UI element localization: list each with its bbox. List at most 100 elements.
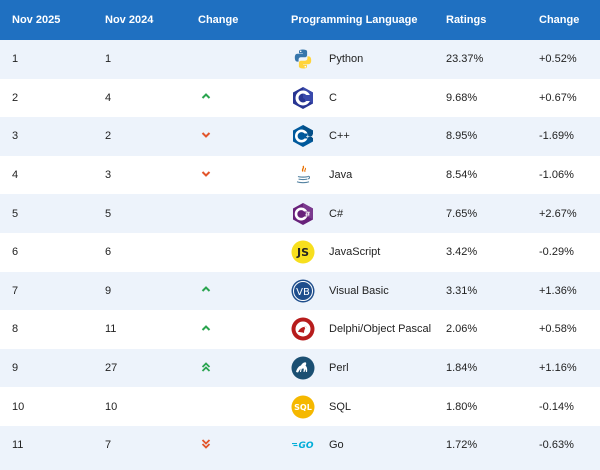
rating-change-value: +0.58% (539, 323, 577, 336)
svg-text:++: ++ (306, 134, 316, 140)
javascript-logo-icon: JS (291, 240, 315, 264)
rank-2025: 3 (12, 130, 19, 143)
rating-change-value: -1.69% (539, 130, 574, 143)
header-nov-2025[interactable]: Nov 2025 (12, 14, 61, 26)
header-rating-change[interactable]: Change (539, 14, 580, 26)
language-name: Java (329, 169, 353, 182)
rank-change (198, 272, 291, 311)
table-row: 4 3 Java 8.54% -1.06% (0, 156, 600, 195)
language-name: C (329, 91, 337, 104)
table-row: 11 7 GO Go 1.72% -0.63% (0, 425, 600, 465)
table-row: 5 5 # C# 7.65% +2.67% (0, 194, 600, 233)
python-logo-icon (291, 47, 315, 71)
rating-change-value: +0.52% (539, 53, 577, 66)
language-name: Visual Basic (329, 284, 389, 297)
table-row: 1 1 Python 23.37% +0.52% (0, 40, 600, 79)
double-arrow-up-icon (198, 361, 213, 377)
rank-2024: 27 (105, 362, 118, 375)
language-cell: ++ C++ (291, 117, 446, 156)
language-name: Python (329, 53, 364, 66)
language-name: Perl (329, 362, 349, 375)
rank-change (198, 40, 291, 79)
table-row: 9 27 Perl 1.84% +1.16% (0, 348, 600, 388)
arrow-down-icon (198, 170, 213, 184)
language-name: C++ (329, 130, 350, 143)
language-name: C# (329, 207, 344, 220)
header-nov-2024[interactable]: Nov 2024 (105, 14, 154, 26)
language-cell: Java (291, 156, 446, 195)
language-cell: Python (291, 40, 446, 79)
rating-change-value: +1.16% (539, 362, 577, 375)
rank-2025: 1 (12, 53, 19, 66)
rating-value: 3.42% (446, 246, 478, 259)
rating-value: 1.84% (446, 362, 478, 375)
rating-change-value: -1.06% (539, 169, 574, 182)
cpp-logo-icon: ++ (291, 124, 315, 148)
sql-logo-icon: SQL (291, 395, 315, 419)
rating-change-value: +1.36% (539, 284, 577, 297)
arrow-up-icon (198, 286, 213, 299)
table-row: 8 11 Delphi/Object Pascal 2.06% +0.58% (0, 310, 600, 349)
rating-value: 7.65% (446, 207, 478, 220)
rank-change (198, 387, 291, 426)
svg-text:#: # (305, 210, 311, 218)
rank-change (198, 426, 291, 465)
rank-2025: 8 (12, 323, 19, 336)
visual-basic-logo-icon: VB (291, 279, 315, 303)
perl-logo-icon (291, 356, 315, 380)
rank-2024: 5 (105, 207, 112, 220)
rank-2024: 9 (105, 284, 112, 297)
csharp-logo-icon: # (291, 202, 315, 226)
language-cell: JS JavaScript (291, 233, 446, 272)
table-header-row: Nov 2025 Nov 2024 Change Programming Lan… (0, 0, 600, 40)
rank-change (198, 194, 291, 233)
language-name: Go (329, 439, 344, 452)
rating-value: 1.72% (446, 439, 478, 452)
rank-2024: 1 (105, 53, 112, 66)
rank-2025: 5 (12, 207, 19, 220)
rank-change (198, 310, 291, 349)
rank-2025: 7 (12, 284, 19, 297)
rank-2025: 10 (12, 400, 25, 413)
table-row: 10 10 SQL SQL 1.80% -0.14% (0, 387, 600, 426)
svg-text:JS: JS (296, 246, 309, 259)
rank-2024: 7 (105, 439, 112, 452)
rank-2024: 11 (105, 323, 117, 336)
header-programming-language[interactable]: Programming Language (291, 14, 418, 26)
delphi-logo-icon (291, 317, 315, 341)
header-ratings[interactable]: Ratings (446, 14, 487, 26)
language-cell: SQL SQL (291, 387, 446, 426)
arrow-up-icon (198, 93, 213, 106)
language-cell: # C# (291, 194, 446, 233)
header-change[interactable]: Change (198, 14, 239, 26)
arrow-up-icon (198, 325, 213, 338)
rank-change (198, 79, 291, 118)
table-row: 2 4 C 9.68% +0.67% (0, 79, 600, 118)
rating-change-value: +2.67% (539, 207, 577, 220)
rating-value: 23.37% (446, 53, 484, 66)
rating-change-value: +0.67% (539, 91, 577, 104)
rank-2025: 9 (12, 362, 19, 375)
language-cell: Delphi/Object Pascal (291, 310, 446, 349)
java-logo-icon (291, 163, 315, 187)
language-cell: Perl (291, 349, 446, 388)
table-bottom-row-fragment (0, 463, 600, 470)
rank-2025: 11 (12, 439, 24, 452)
rating-value: 8.54% (446, 169, 478, 182)
rank-2024: 3 (105, 169, 112, 182)
rank-change (198, 349, 291, 388)
table-row: 3 2 ++ C++ 8.95% -1.69% (0, 117, 600, 156)
table-row: 6 6 JS JavaScript 3.42% -0.29% (0, 233, 600, 272)
language-name: SQL (329, 400, 352, 413)
rank-2024: 2 (105, 130, 112, 143)
rank-2025: 6 (12, 246, 19, 259)
rank-2025: 4 (12, 169, 19, 182)
arrow-down-icon (198, 132, 213, 145)
rating-change-value: -0.29% (539, 246, 574, 259)
rank-change (198, 233, 291, 272)
c-logo-icon (291, 86, 315, 110)
rating-value: 3.31% (446, 284, 478, 297)
svg-text:GO: GO (298, 441, 313, 451)
go-logo-icon: GO (291, 433, 315, 457)
